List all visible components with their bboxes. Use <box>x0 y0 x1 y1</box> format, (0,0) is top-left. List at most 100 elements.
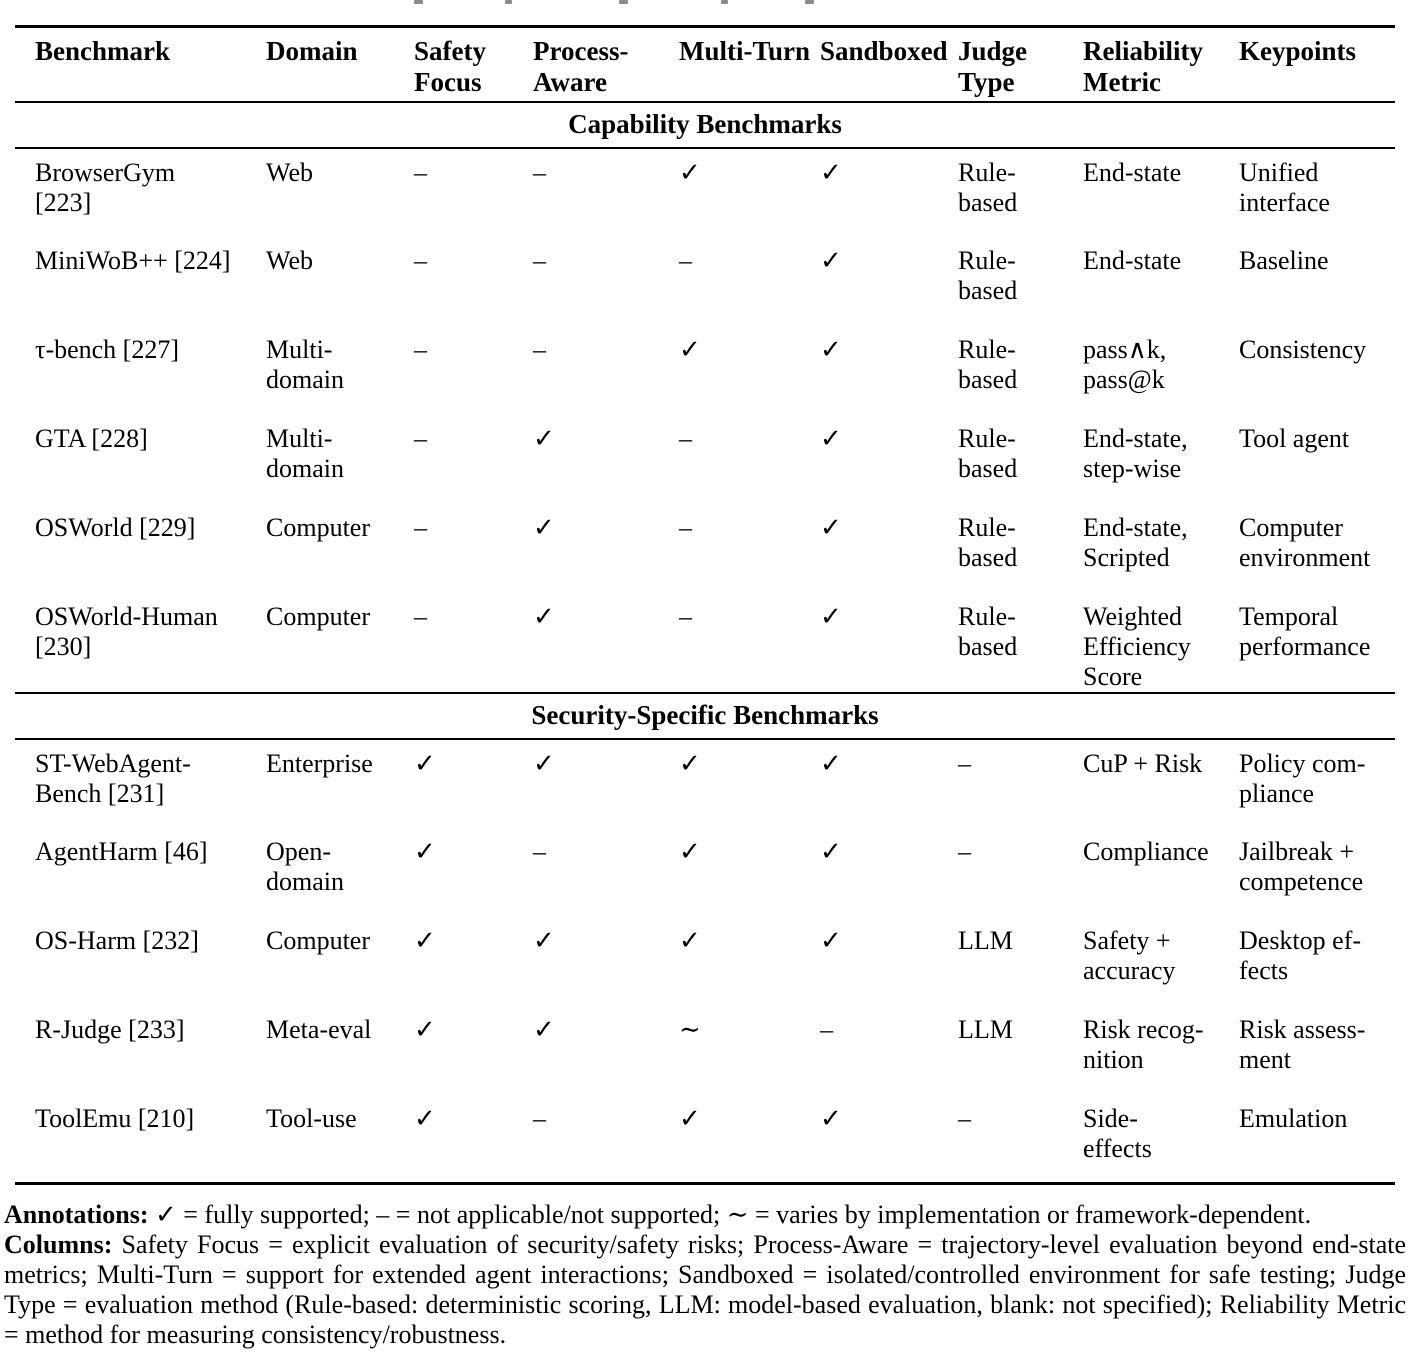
table-cell: ✓ <box>414 1014 436 1044</box>
table-row: OS-Harm [232] Computer ✓ ✓ ✓ ✓ LLM Safety + acc… <box>15 917 1395 1006</box>
section-title: Security-Specific Benchmarks <box>15 691 1395 740</box>
table-cell: – <box>533 245 546 275</box>
table-cell: Side- effects <box>1083 1094 1239 1185</box>
table-cell: Web <box>266 157 313 187</box>
table-cell: Multi- domain <box>266 423 344 483</box>
table-cell: Compliance <box>1083 836 1209 866</box>
table-cell: Computer environment <box>1239 512 1371 572</box>
table-cell: Multi- domain <box>266 334 344 394</box>
table-cell: OSWorld-Human [230] <box>35 601 218 661</box>
table-row: OSWorld [229] Computer – ✓ – ✓ Rule- based End-… <box>15 504 1395 593</box>
table-cell: Computer <box>266 601 370 631</box>
table-cell: ✓ <box>820 157 842 187</box>
table-row: GTA [228] Multi- domain – ✓ – ✓ Rule- based End… <box>15 415 1395 504</box>
table-cell: ✓ <box>820 245 842 275</box>
footnote-columns-label: Columns: <box>4 1230 113 1259</box>
footnote-annotations: Annotations: ✓ = fully supported; – = no… <box>4 1200 1406 1230</box>
table-cell: ✓ <box>533 748 555 778</box>
table-cell: ✓ <box>679 1094 820 1185</box>
table-cell: OS-Harm [232] <box>35 925 199 955</box>
table-cell: MiniWoB++ [224] <box>35 245 231 275</box>
table-cell: GTA [228] <box>35 423 148 453</box>
table-cell: Computer <box>266 925 370 955</box>
table-cell: ✓ <box>820 1094 958 1185</box>
table-cell: ✓ <box>679 748 701 778</box>
cropped-caption-remnant <box>505 0 512 4</box>
table-cell: Jailbreak + competence <box>1239 836 1364 896</box>
table-cell: End-state, Scripted <box>1083 512 1188 572</box>
table-cell: Baseline <box>1239 245 1329 275</box>
table-cell: ✓ <box>414 836 436 866</box>
table-cell: CuP + Risk <box>1083 748 1203 778</box>
table-cell: Open- domain <box>266 836 344 896</box>
cropped-caption-remnant <box>414 0 423 4</box>
cropped-caption-remnant <box>619 0 628 4</box>
table-cell: BrowserGym [223] <box>35 157 176 217</box>
table-cell: – <box>414 334 427 364</box>
table-cell: OSWorld [229] <box>35 512 196 542</box>
table-cell: Desktop ef- fects <box>1239 925 1362 985</box>
table-cell: ✓ <box>533 512 555 542</box>
column-header-process-aware: Process-Aware <box>533 25 679 103</box>
table-cell: ✓ <box>533 925 555 955</box>
section-header-row: Capability Benchmarks <box>15 100 1395 149</box>
table-cell: LLM <box>958 925 1013 955</box>
table-cell: ∼ <box>679 1014 701 1044</box>
table-cell: ✓ <box>820 925 842 955</box>
table-cell: ✓ <box>533 601 555 631</box>
column-header-domain: Domain <box>266 25 414 103</box>
table-cell: ✓ <box>414 925 436 955</box>
table-cell: pass∧k, pass@k <box>1083 334 1167 394</box>
table-row: R-Judge [233] Meta-eval ✓ ✓ ∼ – LLM Risk recog-… <box>15 1006 1395 1095</box>
table-cell: – <box>958 748 971 778</box>
table-row: ToolEmu [210] Tool-use ✓ – ✓ ✓ – Side- effects E… <box>15 1094 1395 1185</box>
table-cell: Tool agent <box>1239 423 1350 453</box>
table-footnotes: Annotations: ✓ = fully supported; – = no… <box>4 1200 1406 1350</box>
table-cell: ✓ <box>414 748 436 778</box>
table-cell: Rule- based <box>958 245 1018 305</box>
table-cell: Rule- based <box>958 601 1018 661</box>
table-cell: – <box>414 601 427 631</box>
table-cell: – <box>533 157 546 187</box>
table-cell: – <box>679 512 692 542</box>
table-cell: – <box>679 423 692 453</box>
table-cell: ✓ <box>679 334 701 364</box>
table-cell: ✓ <box>679 925 701 955</box>
table-cell: Meta-eval <box>266 1014 372 1044</box>
table-cell: Computer <box>266 512 370 542</box>
table-cell: – <box>414 157 427 187</box>
table-row: ST-WebAgent- Bench [231] Enterprise ✓ ✓ ✓ ✓ – C… <box>15 739 1395 828</box>
table-cell: – <box>679 601 692 631</box>
table-cell: ✓ <box>820 836 842 866</box>
table-cell: Tool-use <box>266 1094 414 1185</box>
table-cell: Rule- based <box>958 423 1018 483</box>
footnote-columns-text: Safety Focus = explicit evaluation of se… <box>4 1230 1406 1349</box>
table-cell: Rule- based <box>958 157 1018 217</box>
table-cell: Safety + accuracy <box>1083 925 1176 985</box>
table-cell: End-state <box>1083 157 1182 187</box>
table-cell: Web <box>266 245 313 275</box>
footnote-columns: Columns: Safety Focus = explicit evaluat… <box>4 1230 1406 1350</box>
table-cell: Risk assess- ment <box>1239 1014 1366 1074</box>
table-cell: Consistency <box>1239 334 1367 364</box>
column-header-sandboxed: Sandboxed <box>820 25 958 103</box>
table-cell: Rule- based <box>958 512 1018 572</box>
table-row: τ-bench [227] Multi- domain – – ✓ ✓ Rule- base… <box>15 326 1395 415</box>
table-cell: End-state, step-wise <box>1083 423 1188 483</box>
table-cell: ST-WebAgent- Bench [231] <box>35 748 191 808</box>
column-header-reliability-metric: Reliability Metric <box>1083 25 1239 103</box>
table-cell: – <box>533 1094 679 1185</box>
table-row: OSWorld-Human [230] Computer – ✓ – ✓ Rule- bas… <box>15 593 1395 693</box>
table-row: MiniWoB++ [224] Web – – – ✓ Rule- based End-sta… <box>15 237 1395 326</box>
section-title: Capability Benchmarks <box>15 100 1395 149</box>
footnote-annotations-label: Annotations: <box>4 1200 149 1229</box>
table-cell: Unified interface <box>1239 157 1330 217</box>
table-cell: End-state <box>1083 245 1182 275</box>
table-cell: τ-bench [227] <box>35 334 180 364</box>
table-cell: ToolEmu [210] <box>15 1094 266 1185</box>
table-cell: – <box>414 512 427 542</box>
table-cell: R-Judge [233] <box>35 1014 185 1044</box>
table-cell: AgentHarm [46] <box>35 836 208 866</box>
table-cell: – <box>820 1014 833 1044</box>
